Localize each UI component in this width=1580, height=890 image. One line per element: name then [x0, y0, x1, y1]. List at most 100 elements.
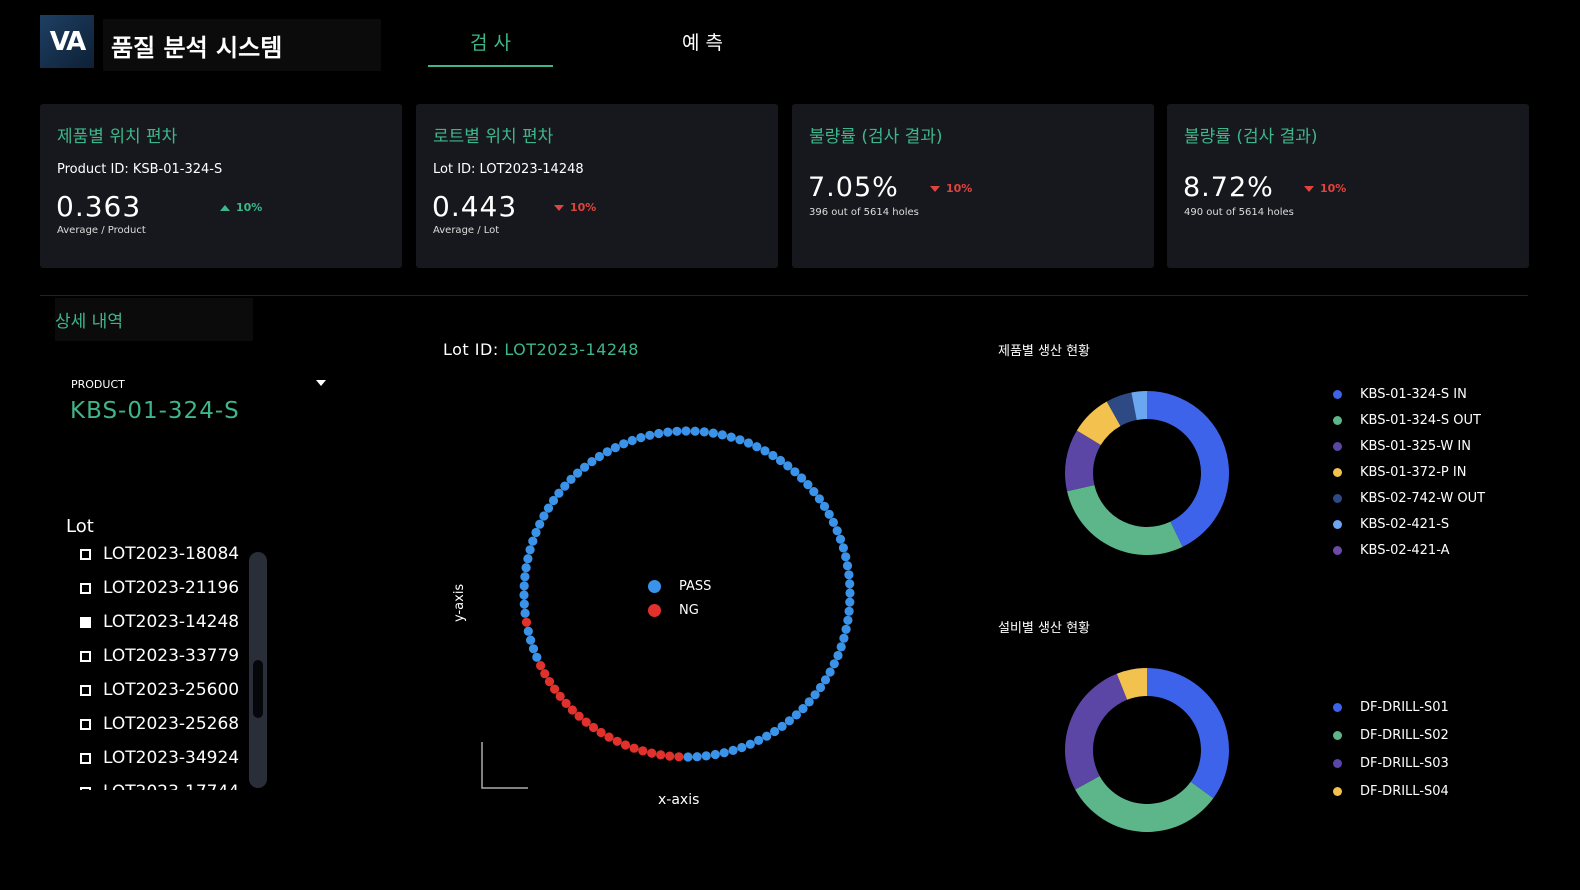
- scatter-lot-id: Lot ID: LOT2023-14248: [443, 340, 639, 359]
- pass-hole-point: [842, 561, 853, 571]
- legend-swatch: [1333, 758, 1342, 768]
- lot-list-item[interactable]: LOT2023-14248: [80, 612, 239, 632]
- product-dropdown-caret-icon[interactable]: [316, 380, 326, 386]
- product-donut-title: 제품별 생산 현황: [998, 344, 1090, 359]
- legend-swatch: [1333, 467, 1342, 477]
- equipment-donut-title: 설비별 생산 현황: [998, 621, 1090, 636]
- pass-hole-point: [760, 446, 770, 456]
- legend-label: NG: [679, 602, 699, 618]
- donut-slice: [1076, 401, 1121, 446]
- tab-predict[interactable]: 예 측: [682, 32, 723, 54]
- logo-text: VA: [49, 26, 87, 57]
- pass-hole-point: [777, 721, 787, 731]
- trend-indicator: 10%: [930, 182, 972, 195]
- legend-item-ng: NG: [648, 598, 711, 622]
- trend-value: 10%: [236, 201, 263, 214]
- legend-item: DF-DRILL-S04: [1333, 777, 1449, 805]
- pass-hole-point: [844, 570, 854, 580]
- checkbox[interactable]: [80, 752, 91, 764]
- trend-down-icon: [1304, 185, 1314, 192]
- y-axis-label: y-axis: [452, 583, 467, 622]
- lot-label: LOT2023-33779: [103, 646, 240, 666]
- pass-hole-point: [548, 495, 559, 506]
- checkbox[interactable]: [80, 548, 91, 560]
- checkbox-checked[interactable]: [80, 616, 91, 628]
- product-select-value[interactable]: KBS-01-324-S: [70, 398, 240, 424]
- legend-item: KBS-02-742-W OUT: [1333, 485, 1485, 511]
- legend-label: DF-DRILL-S01: [1360, 699, 1449, 715]
- x-axis-label: x-axis: [658, 792, 700, 808]
- ng-hole-point: [540, 669, 550, 679]
- legend-swatch: [1333, 730, 1342, 740]
- pass-hole-point: [804, 697, 814, 707]
- legend-label: KBS-01-324-S IN: [1360, 386, 1467, 402]
- trend-value: 10%: [1320, 182, 1347, 195]
- ng-hole-point: [638, 746, 648, 756]
- legend-swatch: [1333, 702, 1342, 712]
- legend-label: DF-DRILL-S03: [1360, 755, 1449, 771]
- pass-hole-point: [699, 427, 709, 437]
- pass-hole-point: [523, 626, 533, 636]
- lot-list-item[interactable]: LOT2023-21196: [80, 578, 239, 598]
- lot-list-item[interactable]: LOT2023-25600: [80, 680, 239, 700]
- donut-slice: [1131, 391, 1147, 420]
- lot-list-item[interactable]: LOT2023-18084: [80, 546, 239, 564]
- ng-hole-point: [588, 722, 599, 733]
- pass-hole-point: [521, 563, 531, 573]
- detail-section-title: 상세 내역: [55, 298, 253, 341]
- equipment-donut-legend: DF-DRILL-S01 DF-DRILL-S02 DF-DRILL-S03 D…: [1333, 693, 1449, 805]
- pass-hole-point: [844, 606, 854, 616]
- legend-swatch: [1333, 493, 1342, 503]
- pass-hole-point: [520, 608, 530, 618]
- lot-list-item[interactable]: LOT2023-25268: [80, 714, 239, 734]
- pass-hole-point: [839, 633, 849, 643]
- card-title: 로트별 위치 편차: [433, 127, 554, 147]
- pass-hole-point: [719, 748, 729, 758]
- legend-label: DF-DRILL-S02: [1360, 727, 1449, 743]
- ng-hole-point: [567, 705, 577, 715]
- app-title: 품질 분석 시스템: [103, 19, 381, 71]
- pass-hole-point: [520, 572, 530, 582]
- donut-slice: [1067, 485, 1183, 555]
- pass-hole-point: [690, 426, 700, 436]
- ng-hole-point: [674, 752, 684, 762]
- pass-hole-point: [833, 650, 843, 661]
- ng-hole-point: [544, 677, 555, 687]
- pass-hole-point: [672, 426, 682, 436]
- legend-label: KBS-02-421-S: [1360, 516, 1450, 532]
- pass-hole-point: [768, 450, 778, 461]
- checkbox[interactable]: [80, 718, 91, 730]
- pass-hole-point: [752, 442, 762, 452]
- pass-hole-point: [735, 435, 745, 445]
- pass-hole-point: [587, 457, 597, 467]
- ng-hole-point: [555, 691, 565, 701]
- donut-slice: [1147, 391, 1229, 547]
- pass-hole-point: [820, 675, 831, 685]
- pass-hole-point: [708, 428, 718, 438]
- pass-hole-point: [654, 428, 664, 439]
- checkbox[interactable]: [80, 786, 91, 790]
- pass-hole-point: [841, 624, 851, 634]
- tab-inspect[interactable]: 검 사: [428, 28, 553, 67]
- pass-hole-point: [526, 635, 536, 645]
- pass-hole-point: [580, 462, 590, 472]
- kpi-card-lot-deviation: 로트별 위치 편차 Lot ID: LOT2023-14248 0.443 Av…: [416, 104, 778, 268]
- lot-label: LOT2023-34924: [103, 748, 240, 768]
- donut-slice: [1065, 673, 1128, 790]
- pass-hole-point: [762, 731, 772, 741]
- checkbox[interactable]: [80, 582, 91, 594]
- checkbox[interactable]: [80, 650, 91, 662]
- checkbox[interactable]: [80, 684, 91, 696]
- lot-label: LOT2023-21196: [103, 578, 240, 598]
- trend-down-icon: [554, 204, 564, 211]
- pass-hole-point: [824, 509, 834, 519]
- pass-hole-point: [835, 534, 846, 544]
- lot-label: LOT2023-25600: [103, 680, 240, 700]
- lot-list-item[interactable]: LOT2023-33779: [80, 646, 239, 666]
- lot-list-item[interactable]: LOT2023-17744: [80, 782, 239, 790]
- kpi-card-defect-rate-1: 불량률 (검사 결과) 7.05% 396 out of 5614 holes …: [792, 104, 1154, 268]
- lot-scrollbar-thumb[interactable]: [253, 660, 263, 718]
- legend-label: KBS-01-372-P IN: [1360, 464, 1467, 480]
- lot-list-item[interactable]: LOT2023-34924: [80, 748, 239, 768]
- legend-item: KBS-01-324-S OUT: [1333, 407, 1485, 433]
